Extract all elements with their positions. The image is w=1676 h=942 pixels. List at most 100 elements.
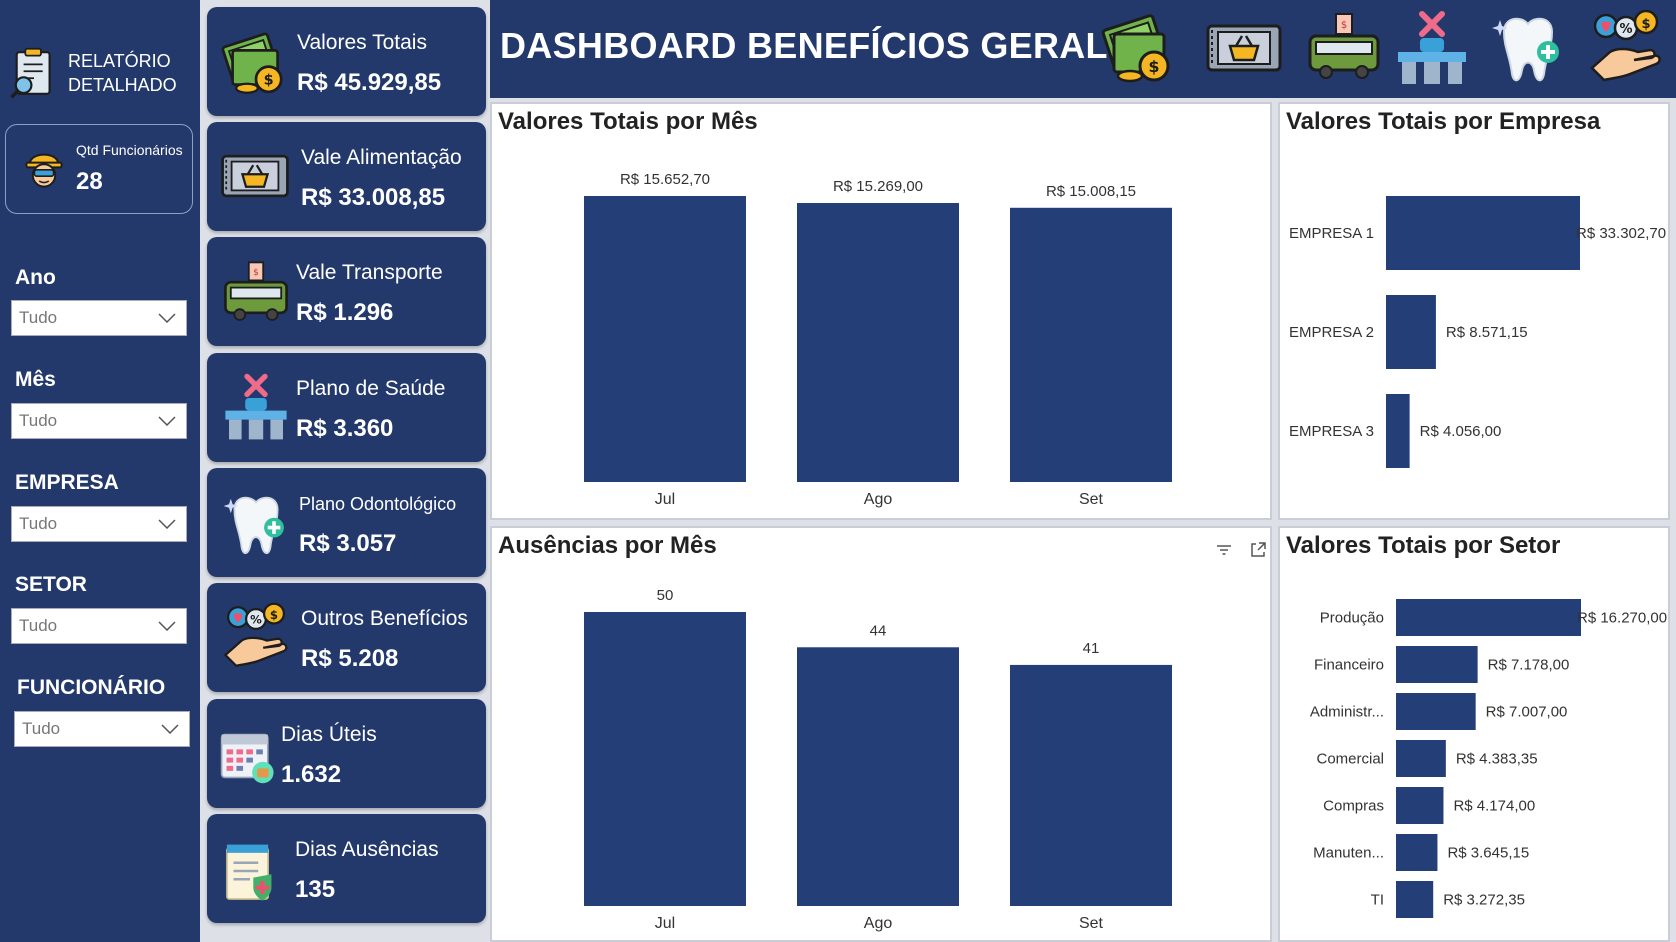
kpi-card-outros-beneficios: Outros Benefícios R$ 5.208 <box>207 583 486 692</box>
kpi-value: 1.632 <box>281 761 342 788</box>
chevron-down-icon <box>158 313 176 323</box>
kpi-value: 135 <box>295 876 336 903</box>
money-coins-icon <box>220 27 292 99</box>
y-tick-label: EMPRESA 2 <box>1289 324 1374 341</box>
filter-select-setor[interactable]: Tudo <box>11 608 187 644</box>
filter-label-empresa: EMPRESA <box>15 471 119 494</box>
x-tick-label: Ago <box>864 491 893 508</box>
kpi-label: Valores Totais <box>297 31 427 54</box>
calendar-icon <box>215 723 281 789</box>
tooth-icon <box>1486 8 1570 88</box>
dashboard-title: DASHBOARD BENEFÍCIOS GERAL <box>500 25 1108 66</box>
kpi-label: Plano de Saúde <box>296 377 446 400</box>
chart-title: Valores Totais por Empresa <box>1286 108 1601 135</box>
chart-panel-valores-mes: Valores Totais por Mês R$ 15.652,70 Jul R$… <box>490 102 1272 520</box>
data-label: R$ 33.302,70 <box>1576 225 1666 242</box>
detailed-report-link[interactable]: RELATÓRIO DETALHADO <box>8 40 193 106</box>
bar <box>1396 693 1476 730</box>
food-ticket-icon <box>1202 8 1286 88</box>
bar <box>1386 196 1580 270</box>
report-clipboard-icon <box>8 43 60 103</box>
food-ticket-icon <box>219 140 291 212</box>
dashboard-header: DASHBOARD BENEFÍCIOS GERAL <box>490 0 1676 98</box>
hospital-icon <box>220 371 292 443</box>
sidebar: RELATÓRIO DETALHADO Qtd Funcionários 28 … <box>0 0 200 942</box>
kpi-value: R$ 45.929,85 <box>297 69 442 96</box>
data-label: 50 <box>657 587 674 604</box>
bar <box>1396 834 1438 871</box>
filter-select-ano[interactable]: Tudo <box>11 300 187 336</box>
medical-notepad-icon <box>217 838 283 904</box>
chevron-down-icon <box>158 621 176 631</box>
y-tick-label: Administr... <box>1310 704 1384 721</box>
filter-value-setor: Tudo <box>19 616 58 635</box>
chart-panel-valores-setor: Valores Totais por Setor Produção R$ 16.2… <box>1278 526 1670 942</box>
employee-count-value: 28 <box>76 168 103 195</box>
filter-select-empresa[interactable]: Tudo <box>11 506 187 542</box>
data-label: R$ 7.007,00 <box>1486 704 1568 721</box>
filter-value-funcionario: Tudo <box>22 719 61 738</box>
employee-count-label: Qtd Funcionários <box>76 142 183 158</box>
filter-value-mes: Tudo <box>19 411 58 430</box>
x-tick-label: Set <box>1079 491 1104 508</box>
filter-select-funcionario[interactable]: Tudo <box>14 711 190 747</box>
y-tick-label: TI <box>1371 892 1384 909</box>
y-tick-label: Manuten... <box>1313 845 1384 862</box>
chart-ausencias-mes: 50 Jul 44 Ago 41 Set <box>584 587 1172 932</box>
bus-icon <box>220 257 292 329</box>
focus-mode-icon[interactable] <box>1248 540 1268 560</box>
y-tick-label: EMPRESA 3 <box>1289 423 1374 440</box>
filter-label-mes: Mês <box>15 368 56 391</box>
filter-label-funcionario: FUNCIONÁRIO <box>17 676 166 699</box>
data-label: R$ 4.383,35 <box>1456 751 1538 768</box>
kpi-card-dias-uteis: Dias Úteis 1.632 <box>207 699 486 808</box>
kpi-label: Vale Transporte <box>296 261 443 284</box>
bar <box>797 203 959 483</box>
filter-icon[interactable] <box>1214 540 1234 560</box>
bus-icon <box>1302 8 1386 88</box>
benefits-hand-icon <box>1584 8 1668 88</box>
bar <box>584 612 746 906</box>
data-label: R$ 4.056,00 <box>1420 423 1502 440</box>
bar <box>1010 664 1172 906</box>
data-label: 41 <box>1083 640 1100 657</box>
kpi-card-plano-saude: Plano de Saúde R$ 3.360 <box>207 353 486 462</box>
hospital-icon <box>1390 8 1474 88</box>
kpi-card-vale-alimentacao: Vale Alimentação R$ 33.008,85 <box>207 122 486 231</box>
money-coins-icon <box>1098 8 1182 88</box>
y-tick-label: Comercial <box>1316 751 1384 768</box>
bar <box>584 196 746 482</box>
kpi-label: Plano Odontológico <box>299 494 457 514</box>
kpi-value: R$ 3.057 <box>299 530 397 557</box>
bar <box>1010 207 1172 482</box>
chart-panel-ausencias-mes: Ausências por Mês 50 Jul 44 Ago 41 Set <box>490 526 1272 942</box>
kpi-label: Dias Úteis <box>281 723 377 746</box>
tooth-icon <box>220 488 292 560</box>
chevron-down-icon <box>158 519 176 529</box>
data-label: R$ 15.008,15 <box>1046 183 1136 200</box>
filter-value-ano: Tudo <box>19 308 58 327</box>
chart-title: Valores Totais por Setor <box>1286 532 1561 559</box>
bar <box>1396 787 1444 824</box>
data-label: R$ 8.571,15 <box>1446 324 1528 341</box>
x-tick-label: Jul <box>655 491 675 508</box>
report-link-line1: RELATÓRIO <box>68 51 171 71</box>
bar <box>797 647 959 906</box>
data-label: R$ 3.272,35 <box>1443 892 1525 909</box>
benefits-hand-icon <box>220 601 292 673</box>
data-label: R$ 3.645,15 <box>1447 845 1529 862</box>
chart-valores-setor: Produção R$ 16.270,00 Financeiro R$ 7.178,0… <box>1310 599 1667 918</box>
bar <box>1386 295 1436 369</box>
chart-title: Ausências por Mês <box>498 532 717 559</box>
y-tick-label: EMPRESA 1 <box>1289 225 1374 242</box>
bar <box>1396 881 1434 918</box>
kpi-value: R$ 1.296 <box>296 299 394 326</box>
filter-select-mes[interactable]: Tudo <box>11 403 187 439</box>
filter-label-setor: SETOR <box>15 573 87 596</box>
chart-title: Valores Totais por Mês <box>498 108 758 135</box>
kpi-value: R$ 5.208 <box>301 645 399 672</box>
chart-panel-valores-empresa: Valores Totais por Empresa EMPRESA 1 R$ 3… <box>1278 102 1670 520</box>
y-tick-label: Produção <box>1320 610 1384 627</box>
kpi-value: R$ 3.360 <box>296 415 394 442</box>
kpi-card-plano-odontologico: Plano Odontológico R$ 3.057 <box>207 468 486 577</box>
